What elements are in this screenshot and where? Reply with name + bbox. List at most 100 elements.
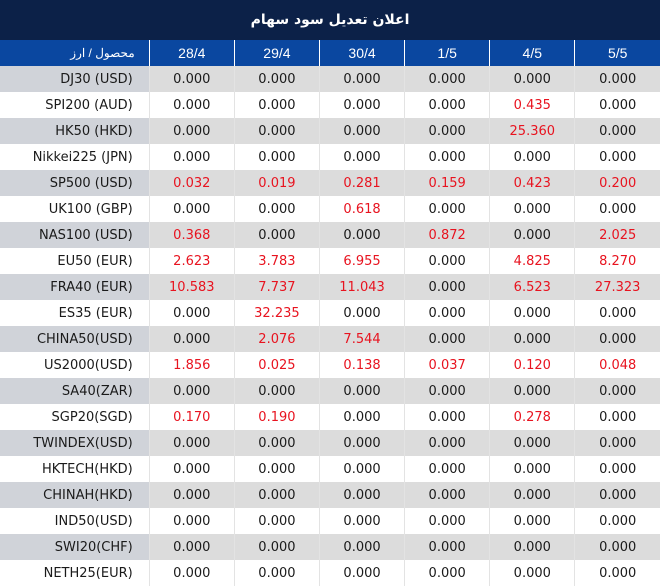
column-header-date: 5/5 <box>574 40 660 66</box>
dividend-table: محصول / ارز 28/4 29/4 30/4 1/5 4/5 5/5 D… <box>0 40 660 586</box>
product-cell: NETH25(EUR) <box>0 560 150 586</box>
table-body: DJ30 (USD) 0.000 0.000 0.000 0.000 0.000 0.000… <box>0 66 660 586</box>
value-cell: 0.000 <box>574 118 660 144</box>
product-cell: TWINDEX(USD) <box>0 430 150 456</box>
value-cell: 0.000 <box>574 456 660 482</box>
value-cell: 0.000 <box>404 508 490 534</box>
value-cell: 0.000 <box>318 560 405 586</box>
value-cell: 0.000 <box>318 534 405 560</box>
value-cell: 0.000 <box>404 196 490 222</box>
value-cell: 0.000 <box>233 144 320 170</box>
value-cell: 8.270 <box>574 248 660 274</box>
product-cell: US2000(USD) <box>0 352 150 378</box>
value-cell: 0.000 <box>233 378 320 404</box>
table-row: SP500 (USD) 0.032 0.019 0.281 0.159 0.423 0.20… <box>0 170 660 196</box>
value-cell: 0.872 <box>404 222 490 248</box>
table-row: NETH25(EUR) 0.000 0.000 0.000 0.000 0.000 0.00… <box>0 560 660 586</box>
value-cell: 0.000 <box>318 222 405 248</box>
product-cell: HKTECH(HKD) <box>0 456 150 482</box>
table-row: EU50 (EUR) 2.623 3.783 6.955 0.000 4.825 8.270 <box>0 248 660 274</box>
product-cell: UK100 (GBP) <box>0 196 150 222</box>
value-cell: 0.048 <box>574 352 660 378</box>
product-cell: SA40(ZAR) <box>0 378 150 404</box>
value-cell: 0.170 <box>148 404 235 430</box>
value-cell: 0.000 <box>233 508 320 534</box>
product-cell: HK50 (HKD) <box>0 118 150 144</box>
value-cell: 0.000 <box>318 144 405 170</box>
value-cell: 0.281 <box>318 170 405 196</box>
value-cell: 7.737 <box>233 274 320 300</box>
value-cell: 0.019 <box>233 170 320 196</box>
value-cell: 0.000 <box>574 300 660 326</box>
value-cell: 0.000 <box>233 430 320 456</box>
table-row: IND50(USD) 0.000 0.000 0.000 0.000 0.000 0.000 <box>0 508 660 534</box>
value-cell: 0.423 <box>489 170 575 196</box>
value-cell: 0.159 <box>404 170 490 196</box>
value-cell: 0.000 <box>148 508 235 534</box>
value-cell: 0.000 <box>404 248 490 274</box>
product-cell: SP500 (USD) <box>0 170 150 196</box>
product-cell: IND50(USD) <box>0 508 150 534</box>
table-row: SWI20(CHF) 0.000 0.000 0.000 0.000 0.000 0.000 <box>0 534 660 560</box>
value-cell: 0.000 <box>404 118 490 144</box>
value-cell: 0.000 <box>489 534 575 560</box>
page-title: اعلان تعدیل سود سهام <box>0 0 660 40</box>
value-cell: 0.000 <box>574 66 660 92</box>
value-cell: 0.000 <box>404 560 490 586</box>
product-cell: EU50 (EUR) <box>0 248 150 274</box>
value-cell: 27.323 <box>574 274 660 300</box>
value-cell: 0.000 <box>233 534 320 560</box>
value-cell: 0.000 <box>404 482 490 508</box>
value-cell: 0.000 <box>318 378 405 404</box>
value-cell: 0.000 <box>233 196 320 222</box>
table-row: FRA40 (EUR) 10.583 7.737 11.043 0.000 6.523 27… <box>0 274 660 300</box>
value-cell: 0.000 <box>574 92 660 118</box>
value-cell: 0.368 <box>148 222 235 248</box>
value-cell: 0.278 <box>489 404 575 430</box>
value-cell: 0.000 <box>148 378 235 404</box>
value-cell: 0.000 <box>489 144 575 170</box>
product-cell: ES35 (EUR) <box>0 300 150 326</box>
value-cell: 0.000 <box>404 274 490 300</box>
table-row: CHINAH(HKD) 0.000 0.000 0.000 0.000 0.000 0.00… <box>0 482 660 508</box>
value-cell: 0.000 <box>574 430 660 456</box>
value-cell: 0.000 <box>404 66 490 92</box>
value-cell: 0.000 <box>404 326 490 352</box>
column-header-date: 1/5 <box>404 40 490 66</box>
value-cell: 0.037 <box>404 352 490 378</box>
value-cell: 0.000 <box>233 482 320 508</box>
table-row: HKTECH(HKD) 0.000 0.000 0.000 0.000 0.000 0.00… <box>0 456 660 482</box>
value-cell: 0.000 <box>404 300 490 326</box>
table-row: CHINA50(USD) 0.000 2.076 7.544 0.000 0.000 0.0… <box>0 326 660 352</box>
value-cell: 0.000 <box>404 404 490 430</box>
value-cell: 6.955 <box>318 248 405 274</box>
table-row: UK100 (GBP) 0.000 0.000 0.618 0.000 0.000 0.00… <box>0 196 660 222</box>
value-cell: 0.000 <box>148 300 235 326</box>
value-cell: 0.000 <box>148 534 235 560</box>
value-cell: 4.825 <box>489 248 575 274</box>
table-row: SA40(ZAR) 0.000 0.000 0.000 0.000 0.000 0.000 <box>0 378 660 404</box>
table-row: SPI200 (AUD) 0.000 0.000 0.000 0.000 0.435 0.0… <box>0 92 660 118</box>
value-cell: 2.025 <box>574 222 660 248</box>
table-row: ES35 (EUR) 0.000 32.235 0.000 0.000 0.000 0.00… <box>0 300 660 326</box>
value-cell: 0.000 <box>148 118 235 144</box>
value-cell: 0.000 <box>574 326 660 352</box>
value-cell: 0.000 <box>574 196 660 222</box>
value-cell: 0.000 <box>404 430 490 456</box>
value-cell: 2.076 <box>233 326 320 352</box>
value-cell: 0.138 <box>318 352 405 378</box>
value-cell: 0.000 <box>233 222 320 248</box>
value-cell: 0.000 <box>574 534 660 560</box>
value-cell: 0.000 <box>489 300 575 326</box>
table-row: HK50 (HKD) 0.000 0.000 0.000 0.000 25.360 0.00… <box>0 118 660 144</box>
value-cell: 2.623 <box>148 248 235 274</box>
table-row: DJ30 (USD) 0.000 0.000 0.000 0.000 0.000 0.000 <box>0 66 660 92</box>
value-cell: 0.000 <box>404 534 490 560</box>
product-cell: NAS100 (USD) <box>0 222 150 248</box>
value-cell: 11.043 <box>318 274 405 300</box>
product-cell: FRA40 (EUR) <box>0 274 150 300</box>
value-cell: 3.783 <box>233 248 320 274</box>
value-cell: 0.000 <box>574 508 660 534</box>
column-header-date: 28/4 <box>148 40 235 66</box>
